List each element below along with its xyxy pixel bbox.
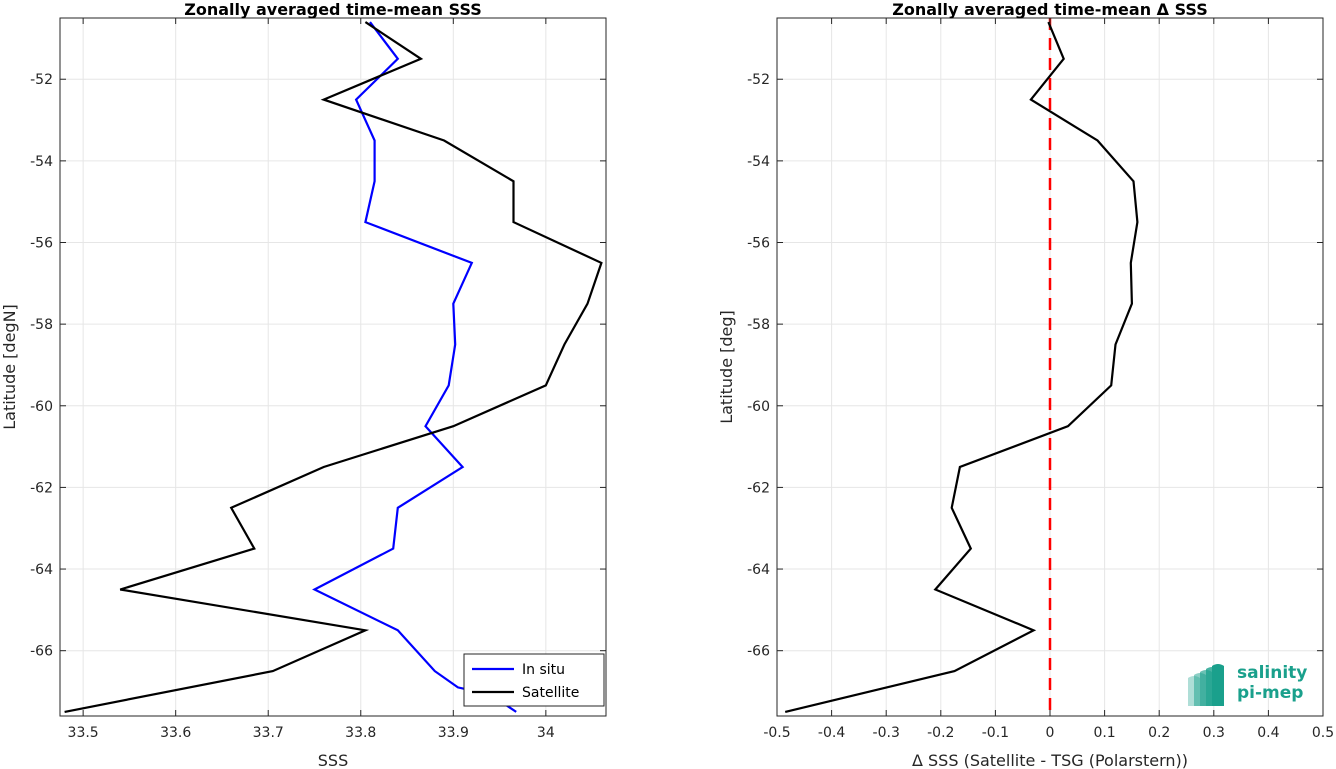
delta-sss-series-delta-line — [784, 21, 1139, 713]
delta-sss-x-axis-label: Δ SSS (Satellite - TSG (Polarstern)) — [912, 751, 1188, 769]
logo-text-line1: salinity — [1237, 663, 1307, 683]
sss-y-tick-label: -52 — [30, 72, 53, 88]
delta-sss-x-tick-label: 0.1 — [1093, 725, 1115, 741]
sss-x-tick-label: 33.8 — [345, 725, 376, 741]
delta-sss-y-tick-label: -66 — [747, 644, 770, 660]
sss-legend-label: In situ — [522, 662, 565, 678]
sss-x-tick-label: 33.6 — [160, 725, 191, 741]
sss-legend-box — [463, 653, 605, 707]
logo-text-line2: pi-mep — [1237, 683, 1303, 703]
delta-sss-x-tick-label: -0.3 — [873, 725, 900, 741]
sss-x-axis-label: SSS — [318, 751, 348, 769]
delta-sss-y-tick-label: -58 — [747, 317, 770, 333]
sss-plot-area — [60, 18, 606, 716]
delta-sss-x-tick-label: -0.1 — [982, 725, 1009, 741]
delta-sss-y-tick-label: -56 — [747, 236, 770, 252]
sss-y-tick-label: -62 — [30, 480, 53, 496]
delta-sss-x-tick-label: 0.5 — [1312, 725, 1334, 741]
delta-sss-y-axis-label: Latitude [deg] — [717, 310, 736, 424]
delta-sss-x-tick-label: -0.4 — [818, 725, 845, 741]
delta-sss-chart-title: Zonally averaged time-mean Δ SSS — [892, 0, 1208, 19]
delta-sss-y-tick-label: -62 — [747, 480, 770, 496]
delta-sss-x-tick-label: 0.4 — [1257, 725, 1279, 741]
sss-chart-title: Zonally averaged time-mean SSS — [184, 0, 482, 19]
logo-wave-mark — [1212, 664, 1224, 706]
delta-sss-panel: -0.5 -0.4 -0.3 -0.2 -0.1 0 0.1 0.2 0.3 0.4 0.5 -52 -… — [717, 0, 1334, 769]
delta-sss-x-tick-label: -0.2 — [927, 725, 954, 741]
sss-y-tick-label: -60 — [30, 399, 53, 415]
sss-y-tick-label: -64 — [30, 562, 53, 578]
sss-legend-label: Satellite — [522, 685, 579, 701]
sss-x-tick-label: 33.7 — [253, 725, 284, 741]
sss-y-tick-label: -56 — [30, 236, 53, 252]
delta-sss-x-tick-label: 0.2 — [1148, 725, 1170, 741]
delta-sss-y-tick-label: -60 — [747, 399, 770, 415]
sss-series-satellite-line — [64, 21, 603, 713]
delta-sss-x-tick-label: 0 — [1046, 725, 1055, 741]
sss-y-axis-label: Latitude [degN] — [0, 304, 19, 430]
sss-y-tick-label: -54 — [30, 154, 53, 170]
sss-y-tick-label: -66 — [30, 644, 53, 660]
sss-legend: In situ Satellite — [463, 653, 605, 707]
sss-x-tick-label: 33.5 — [68, 725, 99, 741]
delta-sss-x-tick-label: -0.5 — [763, 725, 790, 741]
delta-sss-x-tick-label: 0.3 — [1203, 725, 1225, 741]
sss-panel: 33.5 33.6 33.7 33.8 33.9 34 -52 -54 -56 -58 -60 -62… — [0, 0, 607, 769]
sss-axes-box — [59, 17, 607, 717]
sss-x-tick-label: 33.9 — [438, 725, 469, 741]
delta-sss-y-tick-label: -54 — [747, 154, 770, 170]
sss-y-tick-label: -58 — [30, 317, 53, 333]
sss-x-tick-label: 34 — [537, 725, 555, 741]
delta-sss-y-tick-label: -52 — [747, 72, 770, 88]
delta-sss-y-tick-label: -64 — [747, 562, 770, 578]
